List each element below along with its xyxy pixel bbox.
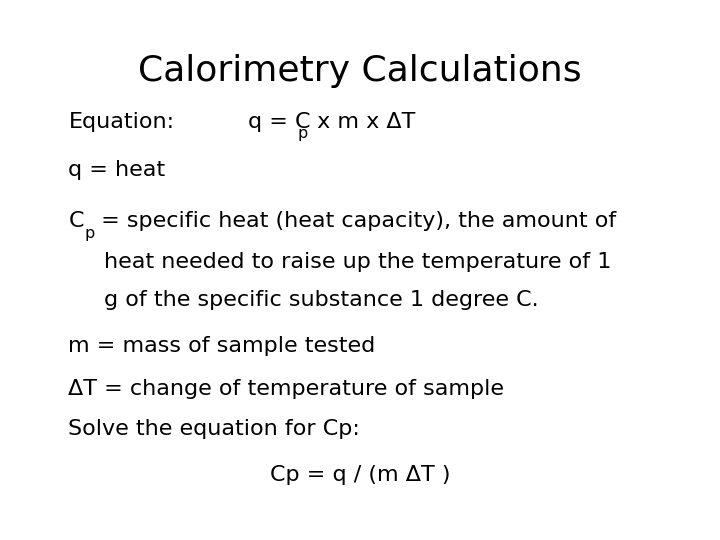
Text: = specific heat (heat capacity), the amount of: = specific heat (heat capacity), the amo… — [94, 211, 616, 232]
Text: q = C: q = C — [248, 111, 311, 132]
Text: q = heat: q = heat — [68, 160, 166, 180]
Text: heat needed to raise up the temperature of 1: heat needed to raise up the temperature … — [104, 252, 612, 272]
Text: p: p — [84, 226, 94, 241]
Text: Solve the equation for Cp:: Solve the equation for Cp: — [68, 419, 360, 440]
Text: x m x ΔT: x m x ΔT — [310, 111, 415, 132]
Text: ΔT = change of temperature of sample: ΔT = change of temperature of sample — [68, 379, 505, 399]
Text: m = mass of sample tested: m = mass of sample tested — [68, 335, 376, 356]
Text: g of the specific substance 1 degree C.: g of the specific substance 1 degree C. — [104, 289, 539, 310]
Text: Cp = q / (m ΔT ): Cp = q / (m ΔT ) — [270, 465, 450, 485]
Text: Equation:: Equation: — [68, 111, 174, 132]
Text: p: p — [297, 126, 307, 141]
Text: Calorimetry Calculations: Calorimetry Calculations — [138, 54, 582, 88]
Text: C: C — [68, 211, 84, 232]
